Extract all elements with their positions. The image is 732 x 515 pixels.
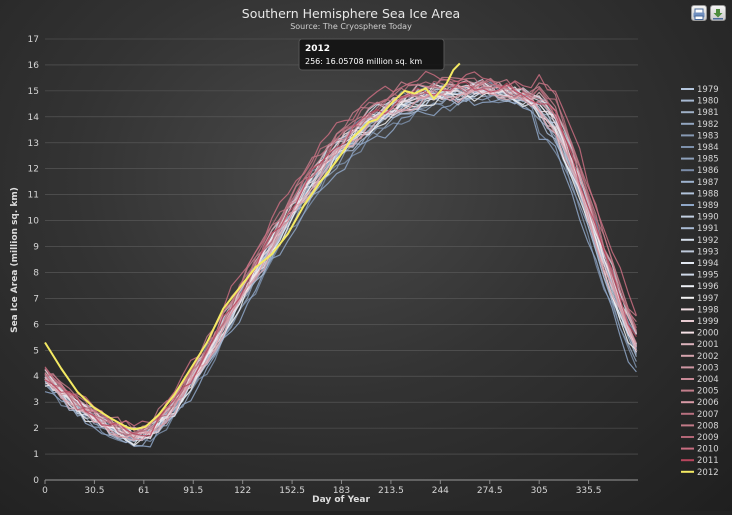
- y-tick-label: 1: [33, 450, 39, 460]
- y-tick-label: 5: [33, 346, 39, 356]
- legend-item-1979: 1979: [697, 85, 719, 95]
- legend-item-1997: 1997: [697, 294, 719, 304]
- series-line-2004: [44, 84, 637, 441]
- legend-item-1987: 1987: [697, 178, 719, 188]
- series-line-1997: [44, 89, 637, 447]
- series-line-1988: [44, 83, 637, 436]
- chart-subtitle: Source: The Cryosphere Today: [290, 22, 412, 31]
- y-tick-label: 3: [33, 398, 39, 408]
- legend-item-1984: 1984: [697, 143, 719, 153]
- x-tick-label: 30.5: [84, 486, 104, 496]
- series-line-1982: [44, 88, 637, 447]
- printer-icon: [693, 8, 705, 20]
- y-axis-label: Sea Ice Area (million sq. km): [10, 187, 20, 333]
- legend-item-1996: 1996: [697, 282, 719, 292]
- x-tick-label: 61: [138, 486, 149, 496]
- legend-item-2009: 2009: [697, 433, 719, 443]
- series-line-1989: [44, 92, 637, 448]
- y-tick-label: 7: [33, 294, 39, 304]
- legend-item-1995: 1995: [697, 271, 719, 281]
- tooltip-box: [298, 38, 445, 71]
- legend-item-1981: 1981: [697, 108, 719, 118]
- x-tick-label: 122: [234, 486, 251, 496]
- x-tick-label: 91.5: [183, 486, 203, 496]
- x-tick-label: 244: [432, 486, 449, 496]
- legend-item-2011: 2011: [697, 456, 719, 466]
- x-tick-label: 274.5: [477, 486, 503, 496]
- legend-item-2003: 2003: [697, 363, 719, 373]
- legend-item-2012: 2012: [697, 468, 719, 478]
- legend-item-2010: 2010: [697, 445, 719, 455]
- y-tick-label: 12: [28, 165, 39, 175]
- series-line-1984: [44, 91, 637, 444]
- legend-item-1985: 1985: [697, 155, 719, 165]
- y-tick-label: 15: [28, 87, 39, 97]
- series-line-2006: [44, 83, 637, 439]
- series-line-2005: [44, 77, 637, 439]
- x-tick-label: 183: [333, 486, 350, 496]
- series-line-1991: [44, 90, 637, 443]
- series-line-1995: [44, 79, 637, 434]
- legend-item-2004: 2004: [697, 375, 719, 385]
- y-tick-label: 14: [28, 113, 40, 123]
- legend-item-1994: 1994: [697, 259, 719, 269]
- x-tick-label: 335.5: [576, 486, 602, 496]
- legend-item-1989: 1989: [697, 201, 719, 211]
- legend-item-2002: 2002: [697, 352, 719, 362]
- series-line-2011: [44, 81, 637, 437]
- legend-item-1988: 1988: [697, 189, 719, 199]
- print-button[interactable]: [691, 5, 707, 21]
- series-line-2012: [44, 62, 461, 431]
- tooltip-text: 256: 16.05708 million sq. km: [305, 57, 422, 66]
- y-tick-label: 13: [28, 139, 39, 149]
- legend-item-2001: 2001: [697, 340, 719, 350]
- legend-item-1999: 1999: [697, 317, 719, 327]
- legend-item-1986: 1986: [697, 166, 719, 176]
- legend-item-1990: 1990: [697, 213, 719, 223]
- y-tick-label: 17: [28, 35, 39, 45]
- y-tick-label: 6: [33, 320, 39, 330]
- tooltip-title: 2012: [305, 44, 330, 54]
- legend-item-2000: 2000: [697, 329, 719, 339]
- series-line-1983: [44, 81, 637, 442]
- legend-item-1980: 1980: [697, 97, 719, 107]
- legend-item-1993: 1993: [697, 247, 719, 257]
- x-tick-label: 152.5: [279, 486, 305, 496]
- y-tick-label: 9: [33, 243, 39, 253]
- y-tick-label: 11: [28, 191, 39, 201]
- export-button[interactable]: [710, 5, 726, 21]
- y-tick-label: 0: [33, 476, 39, 486]
- legend-item-1991: 1991: [697, 224, 719, 234]
- y-tick-label: 4: [33, 372, 39, 382]
- legend-item-2005: 2005: [697, 387, 719, 397]
- series-line-2010: [44, 70, 637, 427]
- y-tick-label: 16: [28, 61, 40, 71]
- chart-title: Southern Hemisphere Sea Ice Area: [242, 6, 460, 21]
- x-tick-label: 213.5: [378, 486, 404, 496]
- tooltip: 2012 256: 16.05708 million sq. km: [298, 38, 445, 71]
- download-icon: [713, 9, 723, 20]
- x-axis-label: Day of Year: [312, 495, 370, 505]
- x-tick-label: 0: [42, 486, 48, 496]
- y-tick-label: 8: [33, 268, 39, 278]
- legend-item-2008: 2008: [697, 421, 719, 431]
- series-line-2001: [44, 81, 637, 439]
- legend-item-2007: 2007: [697, 410, 719, 420]
- y-tick-label: 10: [28, 217, 40, 227]
- x-tick-label: 305: [531, 486, 548, 496]
- y-tick-label: 2: [33, 424, 39, 434]
- legend-item-1998: 1998: [697, 305, 719, 315]
- legend-item-1982: 1982: [697, 120, 719, 130]
- series-line-2009: [44, 79, 637, 436]
- legend-item-1992: 1992: [697, 236, 719, 246]
- legend-item-1983: 1983: [697, 131, 719, 141]
- legend-item-2006: 2006: [697, 398, 719, 408]
- series-line-1986: [44, 83, 637, 442]
